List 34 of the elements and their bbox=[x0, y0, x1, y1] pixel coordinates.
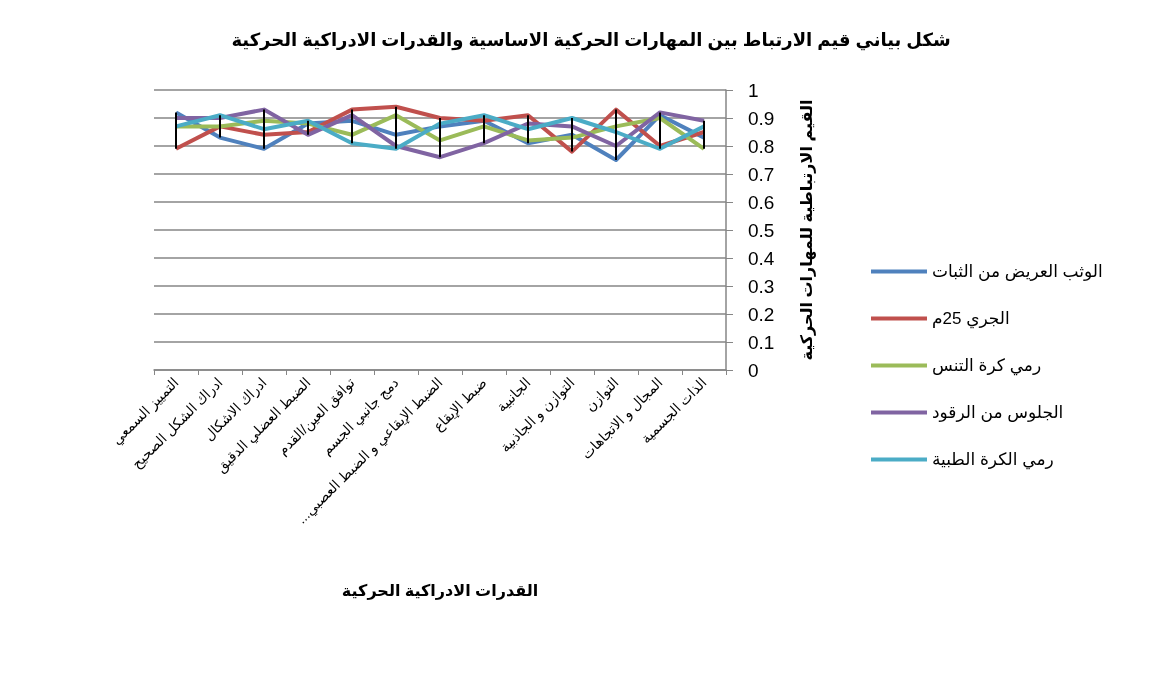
bar bbox=[175, 112, 177, 149]
bar bbox=[263, 109, 265, 149]
y-tick-label: 0.6 bbox=[748, 191, 775, 213]
y-tick-label: 0 bbox=[748, 359, 759, 381]
bar bbox=[615, 109, 617, 160]
y-tick-label: 0.2 bbox=[748, 303, 775, 325]
bar bbox=[351, 109, 353, 144]
legend-label: رمي الكرة الطبية bbox=[932, 450, 1054, 470]
legend-label: رمي كرة التنس bbox=[932, 356, 1042, 376]
chart-title: شكل بياني قيم الارتباط بين المهارات الحركية الاساسية والقدرات الادراكية الحركية bbox=[231, 30, 951, 51]
legend-label: الجلوس من الرقود bbox=[932, 403, 1064, 422]
y-tick-label: 0.3 bbox=[748, 275, 775, 297]
bar bbox=[219, 115, 221, 138]
legend-label: الجري 25م bbox=[932, 309, 1010, 329]
x-axis-title: القدرات الادراكية الحركية bbox=[341, 581, 539, 600]
bar bbox=[483, 115, 485, 144]
y-tick-label: 0.1 bbox=[748, 331, 775, 353]
y-tick-label: 0.4 bbox=[748, 247, 775, 269]
y-tick-label: 0.7 bbox=[748, 163, 775, 185]
y-tick-label: 0.9 bbox=[748, 107, 775, 129]
y-axis-title: القيم الارتباطية للمهارات الحركية bbox=[797, 99, 816, 361]
y-tick-label: 0.5 bbox=[748, 219, 775, 241]
bar bbox=[395, 106, 397, 149]
bar bbox=[307, 120, 309, 135]
x-tick-label: التوازن bbox=[581, 374, 623, 415]
bar bbox=[527, 115, 529, 144]
bar bbox=[703, 120, 705, 149]
bar bbox=[571, 118, 573, 152]
bar bbox=[659, 112, 661, 149]
bar bbox=[439, 118, 441, 158]
y-tick-label: 1 bbox=[748, 79, 759, 101]
y-tick-label: 0.8 bbox=[748, 135, 775, 157]
x-tick-label: الجانبية bbox=[493, 374, 534, 415]
legend-label: الوثب العريض من الثبات bbox=[932, 262, 1103, 281]
